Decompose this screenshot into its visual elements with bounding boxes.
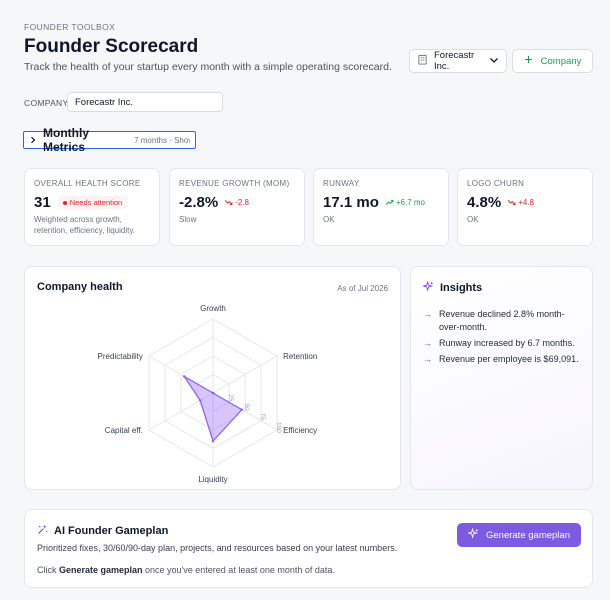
company-input[interactable] <box>67 92 223 112</box>
company-health-card: Company health As of Jul 2026 25 50 75 100 G… <box>24 266 401 490</box>
insight-text: Runway increased by 6.7 months. <box>439 338 575 349</box>
kpi-label: LOGO CHURN <box>467 179 525 188</box>
insights-title: Insights <box>440 282 483 294</box>
gameplan-card: AI Founder Gameplan Prioritized fixes, 3… <box>24 509 593 588</box>
radar-axis-label: Liquidity <box>198 475 227 484</box>
arrow-right-icon: → <box>423 309 432 319</box>
gameplan-hint-suffix: once you've entered at least one month o… <box>142 565 335 575</box>
insight-text: Revenue declined 2.8% month-over-month. <box>439 309 565 333</box>
kpi-card-logo-churn: LOGO CHURN 4.8% +4.8 OK <box>457 168 593 246</box>
monthly-metrics-subtitle: 7 months · Show <box>134 135 190 145</box>
arrow-right-icon: → <box>423 338 432 349</box>
radar-tick-label: 25 <box>227 394 234 402</box>
radar-axis-label: Growth <box>200 304 226 313</box>
kpi-delta: +6.7 mo <box>385 198 425 207</box>
magic-wand-icon <box>37 524 48 538</box>
company-health-as-of: As of Jul 2026 <box>337 284 388 293</box>
radar-data-point <box>198 399 202 402</box>
insights-list: → Revenue declined 2.8% month-over-month.… <box>423 308 580 366</box>
kpi-note: Slow <box>179 215 197 224</box>
chevron-right-icon <box>29 131 37 149</box>
kpi-card-runway: RUNWAY 17.1 mo +6.7 mo OK <box>313 168 449 246</box>
radar-data-point <box>182 375 186 378</box>
health-radar-chart: 25 50 75 100 Growth Retention Efficiency Liquid… <box>98 304 318 484</box>
status-badge: Needs attention <box>56 196 129 209</box>
eyebrow: FOUNDER TOOLBOX <box>24 22 116 32</box>
radar-spoke <box>212 355 278 394</box>
arrow-right-icon: → <box>423 354 432 365</box>
sparkles-icon <box>466 527 479 542</box>
building-icon <box>417 54 428 68</box>
radar-axis-label: Efficiency <box>283 426 317 435</box>
add-company-label: Company <box>540 55 582 67</box>
kpi-delta-value: -2.8 <box>235 198 249 207</box>
trend-down-icon <box>507 199 516 206</box>
insight-text: Revenue per employee is $69,091. <box>439 354 579 365</box>
generate-gameplan-label: Generate gameplan <box>486 529 570 541</box>
kpi-label: REVENUE GROWTH (MOM) <box>179 179 290 188</box>
monthly-metrics-toggle[interactable]: Monthly Metrics 7 months · Show <box>23 126 196 154</box>
kpi-label: RUNWAY <box>323 179 360 188</box>
kpi-value: 31 <box>34 194 51 211</box>
radar-data-point <box>211 391 215 395</box>
generate-gameplan-button[interactable]: Generate gameplan <box>457 523 581 547</box>
gameplan-description: Prioritized fixes, 30/60/90-day plan, pr… <box>37 543 398 553</box>
list-item: → Runway increased by 6.7 months. <box>423 337 580 350</box>
radar-axis-label: Predictability <box>98 352 143 361</box>
plus-icon <box>524 55 533 67</box>
company-select-value: Forecastr Inc. <box>434 50 475 72</box>
page-title: Founder Scorecard <box>24 36 199 57</box>
list-item: → Revenue declined 2.8% month-over-month. <box>423 308 580 334</box>
sparkles-icon <box>421 280 434 295</box>
kpi-note: Weighted across growth, retention, effic… <box>34 215 135 235</box>
kpi-note: OK <box>467 215 479 224</box>
trend-up-icon <box>385 199 394 206</box>
kpi-value: 17.1 mo <box>323 194 379 211</box>
kpi-label: OVERALL HEALTH SCORE <box>34 179 141 188</box>
kpi-value: -2.8% <box>179 194 219 211</box>
company-field-label: COMPANY <box>24 98 69 108</box>
list-item: → Revenue per employee is $69,091. <box>423 353 580 366</box>
radar-data-point <box>211 439 215 443</box>
radar-tick-label: 75 <box>259 413 266 421</box>
gameplan-hint-prefix: Click <box>37 565 59 575</box>
kpi-delta-value: +6.7 mo <box>395 198 426 207</box>
company-select[interactable]: Forecastr Inc. <box>409 49 507 73</box>
kpi-delta-value: +4.8 <box>518 198 534 207</box>
chevron-down-icon <box>489 55 499 68</box>
radar-series-area <box>183 375 243 443</box>
radar-axis-label: Retention <box>283 352 317 361</box>
trend-down-icon <box>224 199 233 206</box>
gameplan-title: AI Founder Gameplan <box>54 525 169 537</box>
radar-axis-label: Capital eff. <box>105 426 143 435</box>
insights-card: Insights → Revenue declined 2.8% month-ov… <box>410 266 593 490</box>
kpi-delta: -2.8 <box>224 198 249 207</box>
radar-spoke <box>148 392 214 431</box>
kpi-value: 4.8% <box>467 194 502 211</box>
gameplan-hint: Click Generate gameplan once you've ente… <box>37 565 335 575</box>
kpi-delta: +4.8 <box>507 198 534 207</box>
gameplan-hint-bold: Generate gameplan <box>59 565 143 575</box>
kpi-card-revenue-growth: REVENUE GROWTH (MOM) -2.8% -2.8 Slow <box>169 168 305 246</box>
kpi-card-health-score: OVERALL HEALTH SCORE 31 Needs attention … <box>24 168 160 246</box>
alert-dot-icon <box>62 200 67 205</box>
radar-tick-label: 50 <box>243 404 250 412</box>
page-subtitle: Track the health of your startup every m… <box>24 61 392 73</box>
kpi-note: OK <box>323 215 335 224</box>
status-badge-label: Needs attention <box>69 198 123 207</box>
company-health-title: Company health <box>37 281 123 293</box>
monthly-metrics-title: Monthly Metrics <box>43 126 89 154</box>
radar-tick-label: 100 <box>275 422 282 433</box>
add-company-button[interactable]: Company <box>512 49 593 73</box>
radar-data-point <box>240 408 244 411</box>
